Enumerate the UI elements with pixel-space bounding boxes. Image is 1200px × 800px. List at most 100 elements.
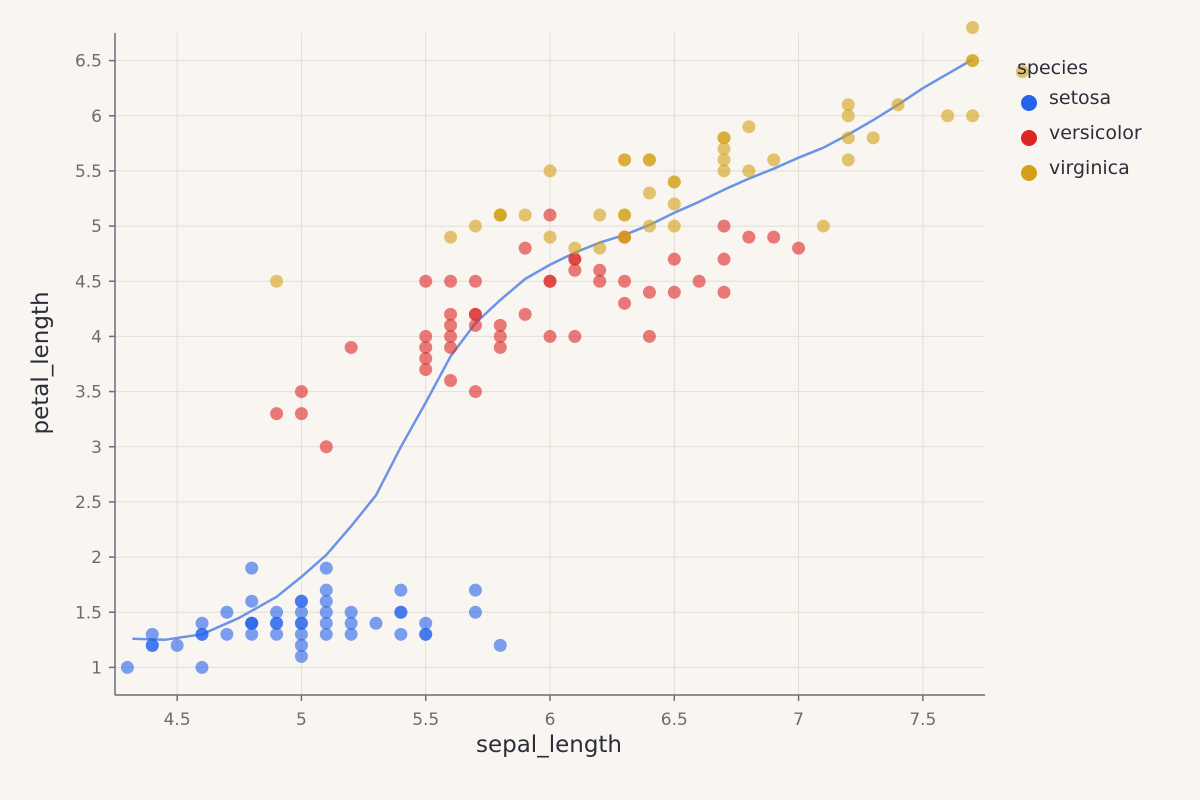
data-point-setosa (468, 583, 482, 597)
data-point-versicolor (468, 318, 482, 332)
data-point-setosa (145, 627, 159, 641)
data-point-versicolor (493, 318, 507, 332)
data-point-setosa (270, 616, 284, 630)
data-point-virginica (444, 230, 458, 244)
y-tick-label: 1.5 (75, 603, 102, 623)
data-point-versicolor (468, 274, 482, 288)
y-tick-label: 3 (91, 438, 102, 458)
x-tick-label: 5 (296, 710, 307, 730)
data-point-versicolor (419, 351, 433, 365)
data-point-setosa (369, 616, 383, 630)
legend-marker-setosa (1021, 95, 1037, 111)
data-point-versicolor (642, 329, 656, 343)
data-point-versicolor (618, 296, 632, 310)
data-point-virginica (618, 230, 632, 244)
data-point-setosa (245, 616, 259, 630)
legend-label-virginica: virginica (1049, 157, 1130, 179)
trend-line (132, 58, 974, 642)
data-point-virginica (493, 208, 507, 222)
y-tick-label: 5 (91, 217, 102, 237)
data-point-setosa (319, 594, 333, 608)
y-tick-label: 4.5 (75, 272, 102, 292)
data-point-virginica (941, 109, 955, 123)
data-point-setosa (468, 605, 482, 619)
data-point-setosa (145, 638, 159, 652)
data-point-setosa (394, 605, 408, 619)
data-point-setosa (294, 627, 308, 641)
data-point-versicolor (294, 407, 308, 421)
y-axis-title: petal_length (28, 291, 54, 434)
x-tick-label: 5.5 (412, 710, 439, 730)
data-point-versicolor (444, 374, 458, 388)
x-tick-label: 4.5 (164, 710, 191, 730)
data-point-setosa (170, 638, 184, 652)
data-point-setosa (220, 605, 234, 619)
data-point-setosa (245, 594, 259, 608)
data-point-versicolor (518, 307, 532, 321)
data-point-versicolor (468, 385, 482, 399)
x-tick-label: 7 (793, 710, 804, 730)
data-point-virginica (518, 208, 532, 222)
data-point-virginica (642, 153, 656, 167)
data-point-versicolor (568, 329, 582, 343)
y-tick-label: 4 (91, 327, 102, 347)
data-point-virginica (717, 153, 731, 167)
data-point-virginica (841, 131, 855, 145)
x-axis-title: sepal_length (476, 732, 622, 758)
data-point-setosa (270, 627, 284, 641)
data-point-setosa (344, 616, 358, 630)
data-points (120, 20, 1029, 674)
data-point-setosa (319, 616, 333, 630)
trend-layer (132, 58, 974, 642)
data-point-virginica (841, 153, 855, 167)
legend-label-versicolor: versicolor (1049, 122, 1142, 144)
data-point-virginica (667, 219, 681, 233)
data-point-versicolor (568, 252, 582, 266)
data-point-setosa (245, 561, 259, 575)
data-point-versicolor (444, 307, 458, 321)
data-point-versicolor (742, 230, 756, 244)
data-point-setosa (294, 649, 308, 663)
data-point-setosa (344, 605, 358, 619)
data-point-versicolor (543, 274, 557, 288)
data-point-versicolor (294, 385, 308, 399)
data-point-versicolor (419, 329, 433, 343)
data-point-versicolor (692, 274, 706, 288)
data-point-setosa (294, 638, 308, 652)
x-tick-label: 6 (545, 710, 556, 730)
data-point-versicolor (468, 307, 482, 321)
data-point-versicolor (717, 285, 731, 299)
data-point-versicolor (767, 230, 781, 244)
y-tick-label: 3.5 (75, 383, 102, 403)
data-point-versicolor (444, 329, 458, 343)
data-point-versicolor (593, 263, 607, 277)
data-point-versicolor (717, 252, 731, 266)
legend-marker-versicolor (1021, 130, 1037, 146)
data-point-virginica (642, 186, 656, 200)
data-point-setosa (394, 583, 408, 597)
data-point-versicolor (419, 363, 433, 377)
data-point-versicolor (444, 274, 458, 288)
data-point-versicolor (319, 440, 333, 454)
data-point-virginica (816, 219, 830, 233)
data-point-setosa (319, 561, 333, 575)
data-point-virginica (642, 219, 656, 233)
data-point-setosa (319, 605, 333, 619)
data-point-setosa (294, 605, 308, 619)
x-tick-label: 6.5 (661, 710, 688, 730)
data-point-virginica (568, 241, 582, 255)
data-point-setosa (195, 616, 209, 630)
legend-label-setosa: setosa (1049, 87, 1111, 109)
data-point-virginica (841, 109, 855, 123)
axes: 4.5 5 5.5 6 6.5 7 7.5 1 1.5 2 2.5 3 3.5 4 4.5 5 5.5 6 6.5 (75, 33, 985, 730)
data-point-versicolor (518, 241, 532, 255)
data-point-setosa (220, 627, 234, 641)
data-point-virginica (866, 131, 880, 145)
legend-title: species (1017, 57, 1088, 79)
data-point-setosa (120, 660, 134, 674)
y-tick-label: 5.5 (75, 162, 102, 182)
y-tick-label: 2 (91, 548, 102, 568)
data-point-versicolor (270, 407, 284, 421)
